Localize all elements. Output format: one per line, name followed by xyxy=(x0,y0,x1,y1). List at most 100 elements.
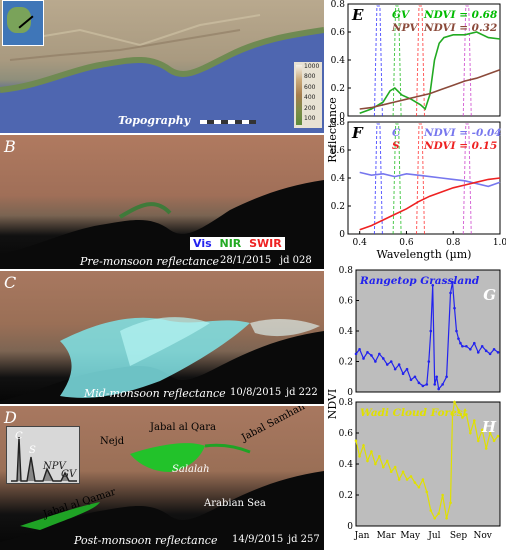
ndvi-point xyxy=(425,490,429,494)
panel-f-spectra: 0 0.2 0.4 0.6 0.8 0.4 0.6 0.8 1.0 F C NDVI = -0.04 S… xyxy=(331,118,506,248)
ndvi-point xyxy=(397,363,401,366)
panel-d-jd: jd 257 xyxy=(288,534,320,545)
band-response-curve xyxy=(415,5,425,117)
ndvi-point xyxy=(354,352,358,356)
ndvi-point xyxy=(413,375,417,379)
place-salalah: Salalah xyxy=(172,464,210,475)
panel-d-label: D xyxy=(4,408,17,427)
panel-letter: G xyxy=(483,286,496,304)
ndvi-point xyxy=(417,381,421,385)
ndvi-point xyxy=(354,439,358,443)
ndvi-point xyxy=(472,419,476,422)
spectra-plots-ef: 0 0.2 0.4 0.6 0.8 E GV NDVI = 0.68 NPV NDVI = 0.3… xyxy=(328,0,506,261)
ndvi-point xyxy=(459,341,462,345)
month-label: Sep xyxy=(450,531,467,541)
series-line-c xyxy=(359,171,501,188)
legend-series-name: S xyxy=(392,140,400,152)
ndvi-point xyxy=(381,465,385,469)
y-tick-label: 0 xyxy=(339,230,345,240)
ndvi-point xyxy=(362,444,365,447)
place-arabian-sea: Arabian Sea xyxy=(204,498,266,509)
midmonsoon-clouds xyxy=(0,317,324,404)
ndvi-point xyxy=(480,344,484,348)
series-line-s xyxy=(359,177,501,231)
y-tick-label: 0.2 xyxy=(339,491,353,501)
ndvi-point xyxy=(480,428,484,432)
plot-frame xyxy=(355,401,501,527)
x-tick-label: 0.4 xyxy=(353,238,368,248)
y-tick-label: 0.2 xyxy=(339,358,353,368)
panel-b-premonsoon-map: B Vis NIR SWIR Pre-monsoon reflectance 2… xyxy=(0,135,324,269)
inset-npv: NPV xyxy=(43,461,66,472)
panel-b-caption: Pre-monsoon reflectance xyxy=(80,255,220,268)
y-tick-label: 0.8 xyxy=(331,0,346,10)
ndvi-point xyxy=(445,516,448,520)
legend-tick: 400 xyxy=(304,94,316,102)
ndvi-point xyxy=(445,375,448,379)
band-response-curve xyxy=(373,123,383,235)
ndvi-point xyxy=(435,375,439,379)
y-tick-label: 0.4 xyxy=(339,460,354,470)
ndvi-point xyxy=(451,280,454,284)
y-tick-label: 0.8 xyxy=(339,266,354,276)
legend-ndvi-value: NDVI = 0.15 xyxy=(423,140,497,152)
ndvi-point xyxy=(484,447,488,450)
panel-letter: F xyxy=(351,124,364,142)
y-tick-label: 0.8 xyxy=(339,398,354,408)
legend-tick: 100 xyxy=(304,115,316,123)
band-response-curve xyxy=(373,5,383,117)
plot-frame xyxy=(347,121,501,235)
legend-tick: 200 xyxy=(304,104,316,112)
ndvi-point xyxy=(378,454,381,458)
legend-ndvi-value: NDVI = 0.68 xyxy=(423,9,498,21)
panel-title: Rangetop Grassland xyxy=(359,275,480,287)
ndvi-point xyxy=(484,349,488,353)
ndvi-point xyxy=(389,470,393,474)
ndvi-point xyxy=(385,363,389,366)
topography-relief xyxy=(0,14,324,133)
panel-title: Wadi Cloud Forest xyxy=(360,407,468,419)
ndvi-point xyxy=(488,431,492,435)
month-label: Jul xyxy=(427,531,440,541)
ndvi-point xyxy=(461,416,464,419)
band-response-curve xyxy=(415,123,425,235)
ndvi-point xyxy=(427,360,431,363)
ndvi-point xyxy=(465,413,468,416)
ndvi-point xyxy=(449,291,452,295)
panel-a-caption: Topography xyxy=(118,114,190,127)
ndvi-point xyxy=(433,383,437,386)
band-response-curve xyxy=(392,123,402,235)
month-label: May xyxy=(400,531,421,541)
panel-a-topography-map: A Topography 1000 800 600 400 200 100 xyxy=(0,0,324,133)
y-tick-label: 0.6 xyxy=(339,297,354,307)
ndvi-point xyxy=(465,344,468,348)
ndvi-point xyxy=(421,478,425,481)
ndvi-point xyxy=(451,413,454,416)
y-tick-label: 0.4 xyxy=(339,327,354,337)
ndvi-point xyxy=(476,351,480,354)
place-jabal-qara: Jabal al Qara xyxy=(150,422,216,433)
elevation-legend: 1000 800 600 400 200 100 xyxy=(294,62,322,128)
y-tick-label: 0.4 xyxy=(331,56,346,66)
ndvi-point xyxy=(441,493,444,497)
y-tick-label: 0.2 xyxy=(331,84,345,94)
y-tick-label: 0.6 xyxy=(339,429,354,439)
inset-c: C xyxy=(15,431,23,442)
ndvi-point xyxy=(358,454,361,458)
y-tick-label: 0.8 xyxy=(331,118,346,128)
ndvi-point xyxy=(457,408,460,412)
panel-letter: E xyxy=(351,6,364,24)
panel-c-caption: Mid-monsoon reflectance xyxy=(84,387,226,400)
ndvi-point xyxy=(405,367,409,371)
ndvi-point xyxy=(472,341,476,345)
band-response-curve xyxy=(392,5,402,117)
panel-d-postmonsoon-map: D C S NPV GV Nejd Jabal al Qara Salalah … xyxy=(0,406,324,550)
legend-tick: 800 xyxy=(304,73,316,81)
ndvi-point xyxy=(409,378,413,382)
ndvi-point xyxy=(437,387,440,391)
legend-series-name: GV xyxy=(392,9,411,21)
band-nir: NIR xyxy=(219,237,242,250)
ndvi-series-line xyxy=(355,400,499,520)
band-response-curve xyxy=(462,5,472,117)
